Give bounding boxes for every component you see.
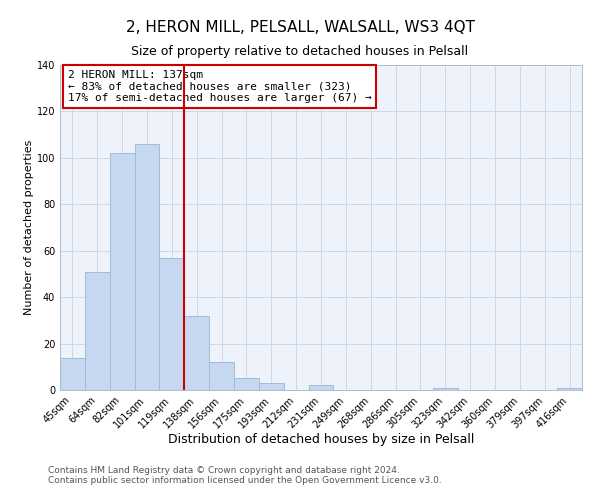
Bar <box>209 362 234 390</box>
Bar <box>308 386 334 390</box>
Bar <box>234 378 259 390</box>
Text: Contains HM Land Registry data © Crown copyright and database right 2024.
Contai: Contains HM Land Registry data © Crown c… <box>48 466 442 485</box>
Bar <box>60 358 85 390</box>
Bar <box>160 258 184 390</box>
Text: 2, HERON MILL, PELSALL, WALSALL, WS3 4QT: 2, HERON MILL, PELSALL, WALSALL, WS3 4QT <box>125 20 475 35</box>
Bar <box>557 388 582 390</box>
Bar <box>433 388 458 390</box>
Bar <box>184 316 209 390</box>
Bar <box>134 144 160 390</box>
Text: Size of property relative to detached houses in Pelsall: Size of property relative to detached ho… <box>131 45 469 58</box>
Bar <box>85 272 110 390</box>
Y-axis label: Number of detached properties: Number of detached properties <box>24 140 34 315</box>
X-axis label: Distribution of detached houses by size in Pelsall: Distribution of detached houses by size … <box>168 432 474 446</box>
Bar <box>259 383 284 390</box>
Text: 2 HERON MILL: 137sqm
← 83% of detached houses are smaller (323)
17% of semi-deta: 2 HERON MILL: 137sqm ← 83% of detached h… <box>68 70 371 103</box>
Bar <box>110 153 134 390</box>
